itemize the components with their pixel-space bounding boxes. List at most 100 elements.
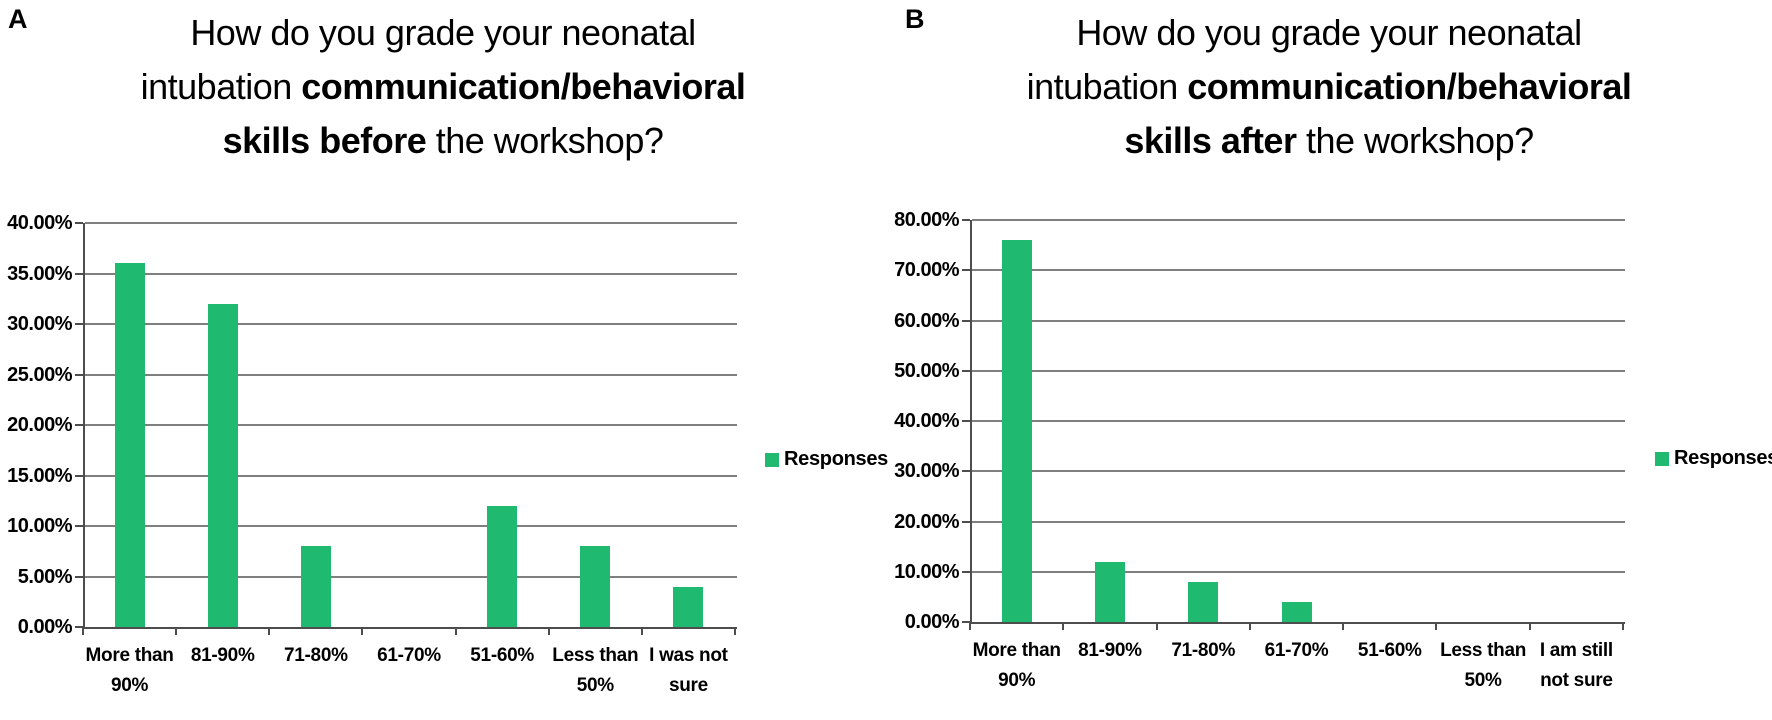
y-axis-tick: [962, 520, 970, 523]
chart-a-title: How do you grade your neonatal intubation…: [30, 6, 856, 168]
y-axis-tick: [75, 525, 83, 527]
y-axis-tick: [962, 319, 970, 322]
bar-more-than-90: [114, 263, 145, 627]
title-bold-segment: skills after: [1124, 120, 1297, 161]
x-axis-tick: [1155, 622, 1158, 630]
gridline: [972, 319, 1625, 322]
chart-title-line: skills after the workshop?: [916, 114, 1742, 168]
legend: Responses: [765, 448, 888, 471]
bar-less-than-50: [580, 546, 611, 627]
bar-71-80: [1188, 581, 1219, 622]
title-segment: How do you grade your neonatal: [190, 12, 696, 53]
title-segment: the workshop?: [426, 120, 664, 161]
title-bold-segment: communication/behavioral: [301, 66, 746, 107]
chart-title-line: intubation communication/behavioral: [916, 60, 1742, 114]
x-axis-tick: [454, 627, 457, 635]
x-axis-tick: [1435, 622, 1438, 630]
y-axis-tick: [75, 222, 83, 224]
chart-title-line: intubation communication/behavioral: [30, 60, 856, 114]
x-category-label: 81-90%: [1078, 640, 1142, 661]
gridline: [972, 420, 1625, 422]
plot-area: [970, 219, 1625, 624]
y-tick-label: 0.00%: [904, 611, 960, 633]
y-tick-label: 20.00%: [7, 414, 72, 436]
x-axis-tick: [1622, 622, 1624, 630]
panel-b-letter: B: [905, 4, 925, 34]
y-tick-label: 10.00%: [894, 560, 959, 583]
gridline: [85, 575, 737, 578]
y-tick-label: 70.00%: [894, 259, 959, 282]
legend-label: Responses: [1674, 447, 1772, 469]
y-axis-tick: [962, 470, 970, 473]
chart-title-line: skills before the workshop?: [30, 114, 856, 168]
bar-51-60: [487, 505, 518, 627]
y-axis-tick: [75, 474, 83, 477]
x-category-label: I am still not sure: [1539, 640, 1613, 691]
x-category-label: I was not sure: [649, 645, 728, 696]
x-axis-tick: [82, 627, 84, 635]
x-axis-tick: [1528, 622, 1531, 630]
y-axis-tick: [75, 272, 83, 275]
panel-a: A How do you grade your neonatal intubati…: [7, 4, 888, 696]
gridline: [972, 219, 1625, 221]
x-axis-tick: [175, 627, 178, 635]
gridline: [972, 570, 1625, 573]
bar-more-than-90: [1001, 240, 1032, 622]
panel-b: B How do you grade your neonatal intubati…: [886, 0, 1772, 720]
x-category-label: More than 90%: [972, 640, 1061, 691]
chart-after-workshop: 0.00% 10.00% 20.00% 30.00% 40.00% 50.00% 60.00…: [886, 0, 1772, 720]
x-category-label: 71-80%: [284, 645, 348, 666]
gridline: [972, 269, 1625, 272]
y-tick-label: 60.00%: [894, 309, 959, 332]
y-tick-label: 10.00%: [7, 515, 72, 537]
y-axis-tick: [75, 575, 83, 578]
chart-b-title: How do you grade your neonatal intubation…: [916, 6, 1742, 168]
x-axis-tick: [361, 627, 364, 635]
x-category-label: 51-60%: [470, 645, 534, 666]
gridline: [972, 470, 1625, 473]
x-category-label: Less than 50%: [552, 645, 639, 696]
panel-a-letter: A: [8, 4, 28, 34]
gridline: [85, 424, 737, 426]
legend-color-swatch-icon: [1655, 451, 1669, 466]
title-bold-segment: communication/behavioral: [1187, 66, 1632, 107]
bar-61-70: [1281, 601, 1312, 622]
x-axis-tick: [1342, 622, 1345, 630]
gridline: [85, 272, 737, 275]
x-axis-tick: [1062, 622, 1065, 630]
title-bold-segment: skills before: [222, 120, 427, 161]
plot-area: [83, 222, 737, 629]
x-axis-tick: [268, 627, 271, 635]
x-category-label: More than 90%: [85, 645, 174, 696]
y-axis-tick: [962, 621, 970, 623]
x-axis-tick: [1248, 622, 1251, 630]
chart-title-line: How do you grade your neonatal: [30, 6, 856, 60]
x-category-label: 81-90%: [190, 645, 255, 666]
y-tick-label: 40.00%: [894, 410, 959, 432]
gridline: [85, 525, 737, 527]
y-tick-label: 80.00%: [894, 209, 959, 231]
legend-color-swatch-icon: [765, 452, 779, 467]
y-tick-label: 35.00%: [7, 262, 72, 285]
y-tick-label: 15.00%: [7, 464, 72, 487]
gridline: [85, 222, 737, 224]
y-axis-tick: [75, 373, 83, 376]
y-axis-tick: [75, 626, 83, 628]
legend: Responses: [1655, 447, 1772, 470]
x-axis-tick: [969, 622, 971, 630]
gridline: [85, 474, 737, 477]
x-axis-tick: [640, 627, 643, 635]
bar-71-80: [300, 546, 331, 627]
x-category-label: Less than 50%: [1440, 640, 1527, 691]
y-axis-tick: [962, 570, 970, 573]
x-axis-tick: [734, 627, 736, 635]
y-tick-label: 25.00%: [7, 363, 72, 386]
bar-81-90: [207, 303, 238, 627]
y-axis-tick: [75, 323, 83, 325]
gridline: [85, 373, 737, 376]
y-tick-label: 20.00%: [894, 510, 959, 533]
title-segment: How do you grade your neonatal: [1076, 12, 1582, 53]
x-category-label: 61-70%: [377, 645, 441, 666]
chart-title-line: How do you grade your neonatal: [916, 6, 1742, 60]
